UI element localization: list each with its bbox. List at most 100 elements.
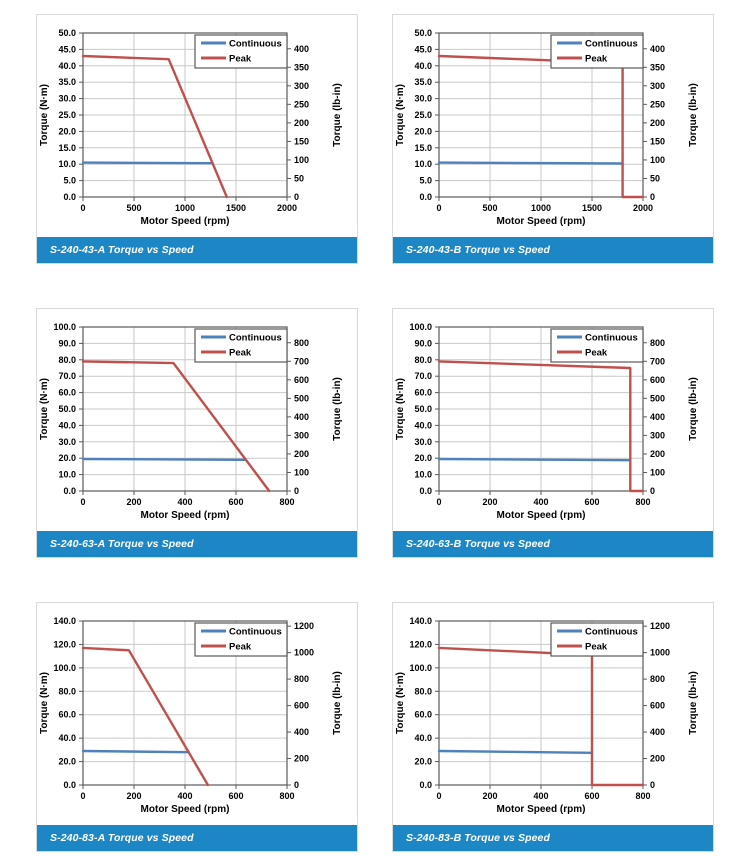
x-axis-title: Motor Speed (rpm) [141, 216, 230, 227]
right-axis-title: Torque (lb-in) [332, 83, 343, 147]
legend: Continuous Peak [194, 34, 288, 69]
left-axis-tick-labels: 0.0 10.0 20.0 30.0 40.0 50.0 60.0 70.0 80.0 90.0 1… [409, 322, 432, 496]
chart-card-s-240-83-a: 0 200 400 600 800 0.0 20.0 40.0 60.0 80.0 100.0 120… [36, 602, 358, 852]
legend-label-peak: Peak [585, 54, 608, 65]
left-axis-title: Torque (N·m) [39, 84, 50, 146]
x-tick-label: 1000 [175, 203, 195, 213]
x-axis-title: Motor Speed (rpm) [141, 804, 230, 815]
left-tick-label: 50.0 [414, 404, 432, 414]
x-axis-tick-labels: 0 200 400 600 800 [80, 791, 294, 801]
left-tick-label: 20.0 [414, 757, 432, 767]
right-tick-label: 350 [294, 62, 309, 72]
x-tick-label: 200 [126, 497, 141, 507]
left-tick-label: 80.0 [414, 355, 432, 365]
axis-tick-marks [435, 620, 647, 789]
left-tick-label: 0.0 [419, 780, 432, 790]
left-tick-label: 10.0 [58, 159, 76, 169]
chart-banner: S-240-43-B Torque vs Speed [393, 237, 713, 263]
x-tick-label: 600 [584, 497, 599, 507]
left-tick-label: 30.0 [58, 437, 76, 447]
peak-line [437, 646, 645, 787]
right-tick-label: 600 [294, 701, 309, 711]
right-tick-label: 150 [650, 136, 665, 146]
peak-line [437, 360, 645, 493]
x-tick-label: 400 [533, 497, 548, 507]
chart-banner: S-240-83-B Torque vs Speed [393, 825, 713, 851]
legend-label-peak: Peak [585, 348, 608, 359]
right-tick-label: 50 [294, 173, 304, 183]
x-axis-tick-labels: 0 200 400 600 800 [436, 497, 650, 507]
left-tick-label: 10.0 [414, 470, 432, 480]
x-tick-label: 800 [635, 791, 650, 801]
continuous-line [81, 161, 214, 165]
right-tick-label: 200 [650, 118, 665, 128]
left-tick-label: 90.0 [414, 338, 432, 348]
right-tick-label: 700 [294, 356, 309, 366]
x-axis-tick-labels: 0 200 400 600 800 [80, 497, 294, 507]
left-tick-label: 5.0 [63, 176, 76, 186]
right-tick-label: 1200 [650, 621, 670, 631]
right-tick-label: 400 [650, 44, 665, 54]
axis-tick-marks [79, 326, 291, 495]
legend-box [550, 328, 644, 363]
x-tick-label: 200 [482, 497, 497, 507]
legend-box [194, 34, 288, 69]
x-tick-label: 600 [228, 497, 243, 507]
chart-banner-title: S-240-43-B Torque vs Speed [406, 244, 551, 256]
legend: Continuous Peak [550, 34, 644, 69]
x-tick-label: 0 [80, 497, 85, 507]
right-tick-label: 400 [294, 412, 309, 422]
right-tick-label: 200 [294, 449, 309, 459]
left-tick-label: 10.0 [414, 159, 432, 169]
left-tick-label: 45.0 [414, 44, 432, 54]
left-axis-title: Torque (N·m) [395, 378, 406, 440]
x-tick-label: 800 [279, 791, 294, 801]
right-tick-label: 250 [650, 99, 665, 109]
right-tick-label: 400 [650, 727, 665, 737]
right-tick-label: 800 [650, 338, 665, 348]
left-axis-tick-labels: 0.0 5.0 10.0 15.0 20.0 25.0 30.0 35.0 40.0 45.0 50… [414, 28, 432, 202]
continuous-line [437, 161, 624, 165]
right-tick-label: 600 [650, 375, 665, 385]
x-axis-title: Motor Speed (rpm) [497, 510, 586, 521]
left-tick-label: 120.0 [53, 639, 76, 649]
left-tick-label: 70.0 [58, 371, 76, 381]
right-tick-label: 0 [650, 192, 655, 202]
left-tick-label: 40.0 [58, 733, 76, 743]
left-tick-label: 10.0 [58, 470, 76, 480]
right-tick-label: 1000 [650, 648, 670, 658]
x-tick-label: 800 [635, 497, 650, 507]
left-axis-title: Torque (N·m) [39, 672, 50, 734]
left-tick-label: 50.0 [414, 28, 432, 38]
x-tick-label: 2000 [277, 203, 297, 213]
right-axis-title: Torque (lb-in) [332, 377, 343, 441]
right-axis-title: Torque (lb-in) [688, 83, 699, 147]
legend: Continuous Peak [550, 622, 644, 657]
right-tick-label: 0 [294, 192, 299, 202]
left-tick-label: 15.0 [58, 143, 76, 153]
chart-banner-title: S-240-63-A Torque vs Speed [50, 538, 194, 550]
left-tick-label: 80.0 [58, 686, 76, 696]
peak-line [437, 54, 645, 199]
left-axis-tick-labels: 0.0 20.0 40.0 60.0 80.0 100.0 120.0 140.0 [53, 616, 76, 790]
right-tick-label: 800 [294, 338, 309, 348]
chart-banner: S-240-63-B Torque vs Speed [393, 531, 713, 557]
left-tick-label: 50.0 [58, 404, 76, 414]
left-tick-label: 35.0 [58, 77, 76, 87]
right-axis-title: Torque (lb-in) [688, 671, 699, 735]
left-tick-label: 40.0 [58, 61, 76, 71]
right-tick-label: 400 [294, 727, 309, 737]
chart-banner: S-240-83-A Torque vs Speed [37, 825, 357, 851]
chart-banner-title: S-240-43-A Torque vs Speed [50, 244, 194, 256]
legend-label-peak: Peak [229, 54, 252, 65]
x-tick-label: 400 [533, 791, 548, 801]
left-tick-label: 80.0 [58, 355, 76, 365]
legend-label-continuous: Continuous [585, 333, 638, 344]
x-tick-label: 400 [177, 791, 192, 801]
chart-banner-title: S-240-83-B Torque vs Speed [406, 832, 551, 844]
x-tick-label: 400 [177, 497, 192, 507]
right-tick-label: 400 [650, 412, 665, 422]
left-tick-label: 20.0 [414, 126, 432, 136]
left-tick-label: 100.0 [409, 663, 432, 673]
